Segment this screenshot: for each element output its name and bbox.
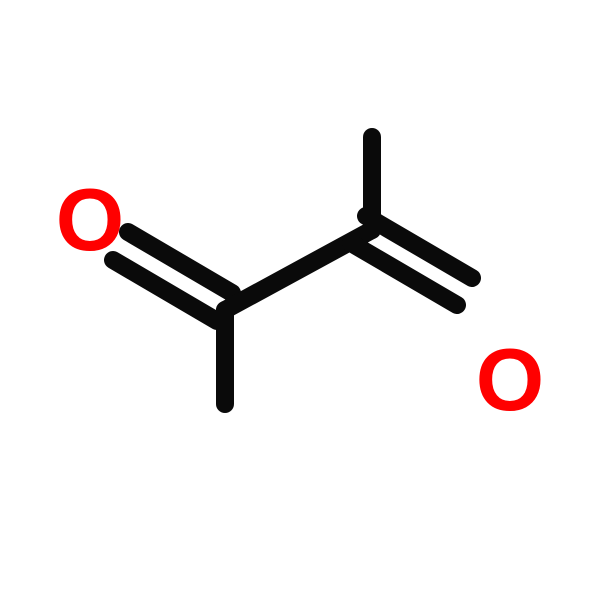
bonds-svg — [0, 0, 600, 600]
atom-O2: O — [476, 329, 544, 431]
atom-O1: O — [56, 169, 124, 271]
chemical-structure-diagram: OO — [0, 0, 600, 600]
